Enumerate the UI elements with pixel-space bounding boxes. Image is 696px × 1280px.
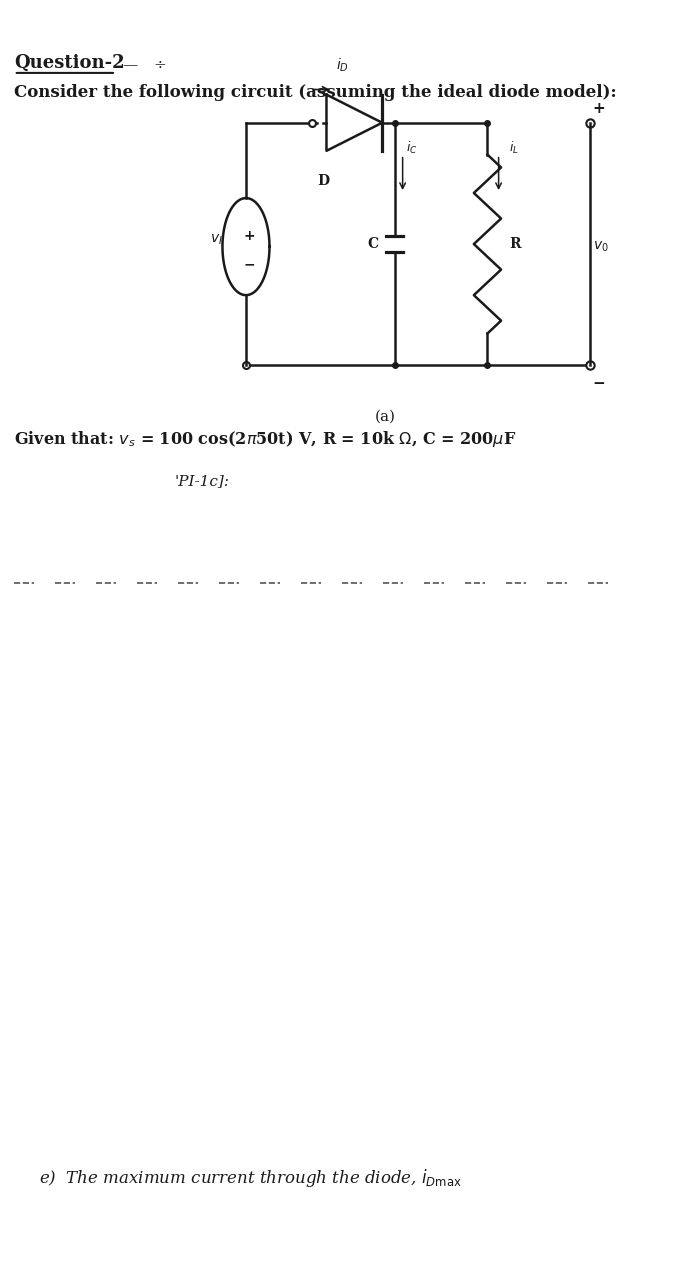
Text: ÷: ÷ xyxy=(153,58,166,72)
Text: —: — xyxy=(122,58,137,72)
Text: $i_D$: $i_D$ xyxy=(335,56,349,74)
Text: +: + xyxy=(593,101,606,116)
Text: −: − xyxy=(244,257,255,271)
Text: $i_C$: $i_C$ xyxy=(406,141,418,156)
Text: $i_L$: $i_L$ xyxy=(509,141,519,156)
Text: R: R xyxy=(509,237,521,251)
Text: e)  The maximum current through the diode, $i_{D\mathrm{max}}$: e) The maximum current through the diode… xyxy=(38,1167,461,1189)
Text: $v_0$: $v_0$ xyxy=(593,239,608,253)
Text: (a): (a) xyxy=(375,410,396,424)
Text: $v_I$: $v_I$ xyxy=(209,233,223,247)
Text: Question-2: Question-2 xyxy=(14,54,125,72)
Text: −: − xyxy=(593,375,606,390)
Text: C: C xyxy=(367,237,379,251)
Text: Given that: $v_s$ = 100 cos(2$\pi$50t) V, R = 10k $\Omega$, C = 200$\mu$F: Given that: $v_s$ = 100 cos(2$\pi$50t) V… xyxy=(14,429,516,449)
Text: +: + xyxy=(244,229,255,243)
Text: Consider the following circuit (assuming the ideal diode model):: Consider the following circuit (assuming… xyxy=(14,84,617,101)
Text: 'PI-1c]:: 'PI-1c]: xyxy=(175,474,230,488)
Text: D: D xyxy=(317,174,329,188)
